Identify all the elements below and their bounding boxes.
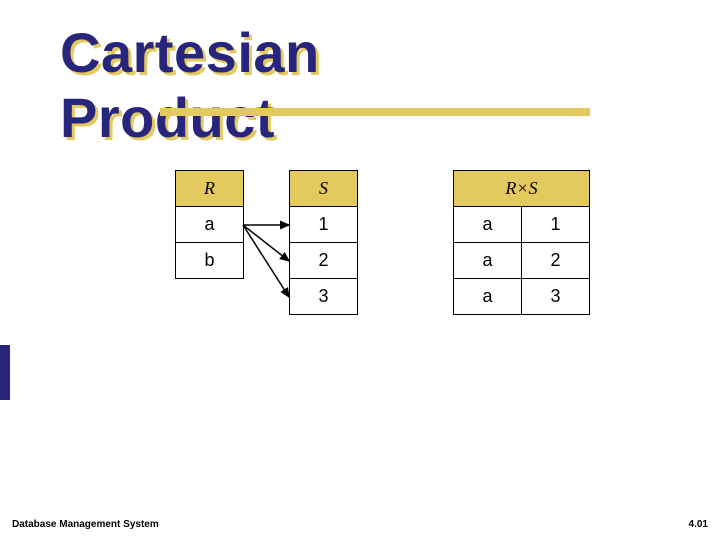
title-text: Cartesian Product <box>60 20 320 150</box>
table-row: 3 <box>522 279 590 315</box>
left-accent-bar <box>0 345 10 400</box>
footer-left: Database Management System <box>12 519 159 530</box>
footer-right: 4.01 <box>689 519 708 530</box>
table-row: a <box>176 207 244 243</box>
table-row: a <box>454 279 522 315</box>
table-s: S 1 2 3 <box>289 170 358 315</box>
table-r-header: R <box>176 171 244 207</box>
table-row: b <box>176 243 244 279</box>
table-r: R a b <box>175 170 244 279</box>
table-row: 1 <box>522 207 590 243</box>
table-row: 3 <box>290 279 358 315</box>
table-rxs: R×S a 1 a 2 a 3 <box>453 170 590 315</box>
tables-container: R a b S 1 2 3 R×S a 1 a 2 a 3 <box>175 170 590 315</box>
table-row: 2 <box>290 243 358 279</box>
title-underline <box>160 108 590 116</box>
table-row: 2 <box>522 243 590 279</box>
table-rxs-header: R×S <box>454 171 590 207</box>
table-row: a <box>454 207 522 243</box>
table-row: a <box>454 243 522 279</box>
table-s-header: S <box>290 171 358 207</box>
table-row: 1 <box>290 207 358 243</box>
slide: Cartesian Product Cartesian Product R a … <box>0 0 720 540</box>
